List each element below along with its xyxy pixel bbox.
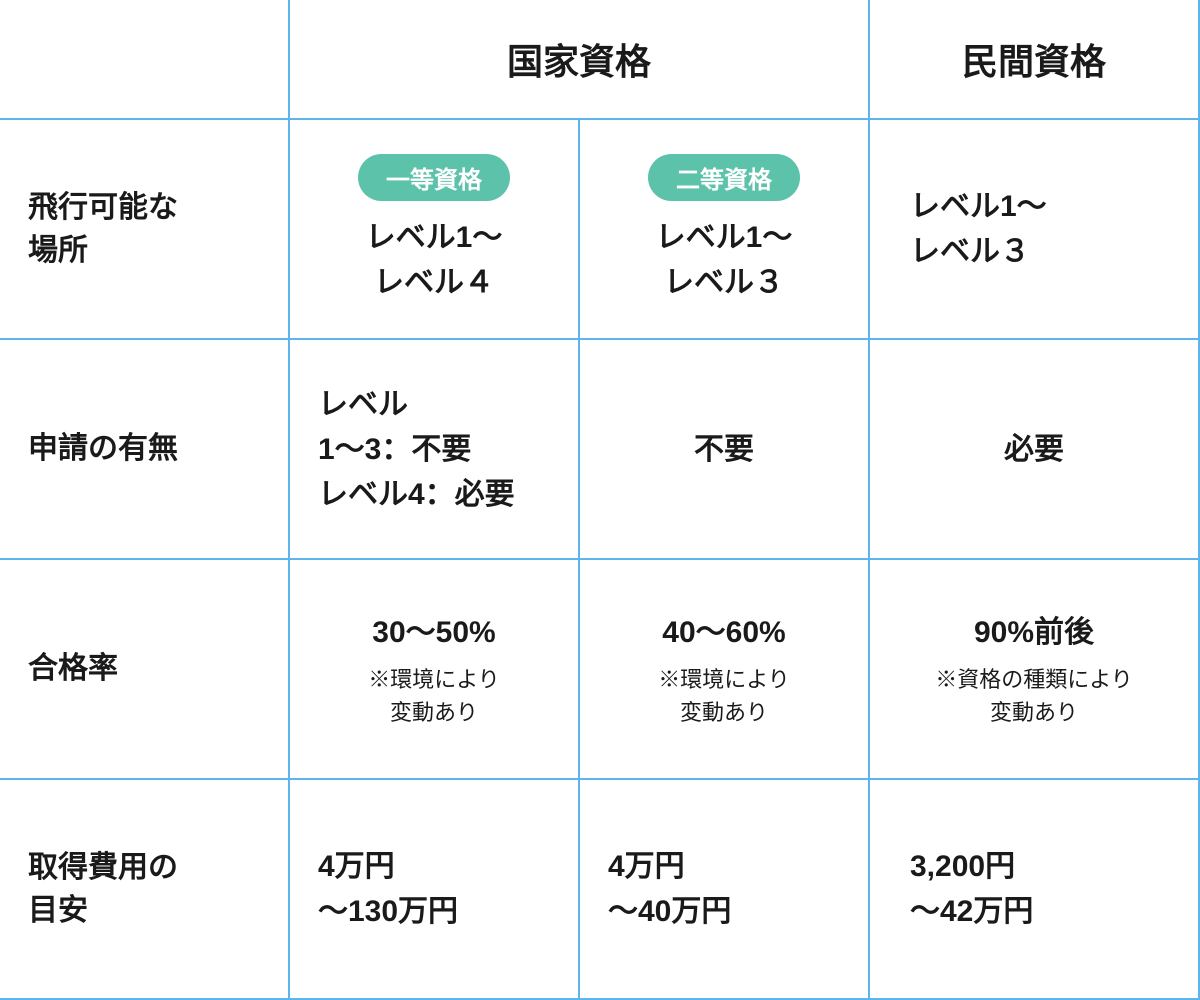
cell-passrate-private: 90%前後 ※資格の種類により変動あり <box>868 558 1200 780</box>
passrate-first-note: ※環境により変動あり <box>368 663 500 729</box>
row-application-label: 申請の有無 <box>28 427 260 471</box>
passrate-private-note: ※資格の種類により変動あり <box>935 663 1133 729</box>
cell-flyable-first: 一等資格 レベル1～レベル４ <box>288 118 580 340</box>
cost-first-text: 4万円～130万円 <box>318 844 550 934</box>
application-private-text: 必要 <box>1004 427 1064 472</box>
application-second-text: 不要 <box>694 427 754 472</box>
header-national: 国家資格 <box>288 0 870 120</box>
flyable-private-text: レベル1～レベル３ <box>910 184 1170 274</box>
cell-cost-first: 4万円～130万円 <box>288 778 580 1000</box>
flyable-first-text: レベル1～レベル４ <box>366 215 503 305</box>
cell-flyable-second: 二等資格 レベル1～レベル３ <box>578 118 870 340</box>
header-private: 民間資格 <box>868 0 1200 120</box>
cost-second-text: 4万円～40万円 <box>608 844 840 934</box>
qualification-comparison-table: 国家資格 民間資格 飛行可能な場所 一等資格 レベル1～レベル４ 二等資格 レベ… <box>0 0 1200 1000</box>
cell-cost-second: 4万円～40万円 <box>578 778 870 1000</box>
cell-flyable-private: レベル1～レベル３ <box>868 118 1200 340</box>
cell-passrate-first: 30～50% ※環境により変動あり <box>288 558 580 780</box>
row-passrate-label-cell: 合格率 <box>0 558 290 780</box>
row-cost-label: 取得費用の目安 <box>28 846 260 933</box>
passrate-private-text: 90%前後 <box>974 610 1094 655</box>
cost-private-text: 3,200円～42万円 <box>910 844 1170 934</box>
cell-application-first: レベル1～3：不要レベル4：必要 <box>288 338 580 560</box>
row-cost-label-cell: 取得費用の目安 <box>0 778 290 1000</box>
cell-application-private: 必要 <box>868 338 1200 560</box>
pill-first-class: 一等資格 <box>358 154 510 201</box>
row-flyable-label-cell: 飛行可能な場所 <box>0 118 290 340</box>
header-private-label: 民間資格 <box>962 33 1106 85</box>
application-first-text: レベル1～3：不要レベル4：必要 <box>318 382 550 517</box>
row-application-label-cell: 申請の有無 <box>0 338 290 560</box>
cell-cost-private: 3,200円～42万円 <box>868 778 1200 1000</box>
flyable-second-text: レベル1～レベル３ <box>656 215 793 305</box>
row-passrate-label: 合格率 <box>28 647 260 691</box>
row-flyable-label: 飛行可能な場所 <box>28 186 260 273</box>
pill-second-class: 二等資格 <box>648 154 800 201</box>
passrate-first-text: 30～50% <box>372 610 495 655</box>
cell-application-second: 不要 <box>578 338 870 560</box>
header-national-label: 国家資格 <box>507 33 651 85</box>
passrate-second-note: ※環境により変動あり <box>658 663 790 729</box>
passrate-second-text: 40～60% <box>662 610 785 655</box>
header-empty <box>0 0 290 120</box>
cell-passrate-second: 40～60% ※環境により変動あり <box>578 558 870 780</box>
